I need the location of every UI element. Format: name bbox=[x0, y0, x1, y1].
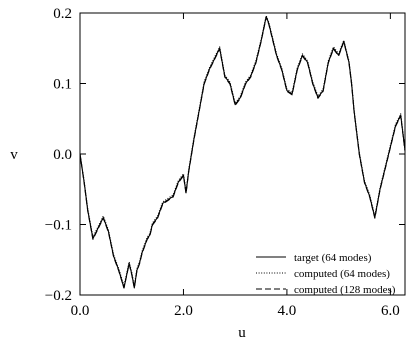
legend-label: computed (64 modes) bbox=[294, 268, 390, 280]
y-tick-label: 0.0 bbox=[53, 147, 72, 163]
y-axis-title: v bbox=[10, 147, 18, 163]
x-tick-label: 2.0 bbox=[174, 303, 193, 319]
x-tick-label: 6.0 bbox=[381, 303, 400, 319]
legend-label: target (64 modes) bbox=[294, 252, 372, 264]
x-tick-label: 0.0 bbox=[71, 303, 90, 319]
series-line-2 bbox=[79, 15, 406, 287]
y-tick-label: −0.2 bbox=[45, 288, 72, 304]
axis-ticks bbox=[79, 12, 405, 296]
series-lines bbox=[79, 15, 406, 289]
y-tick-label: 0.1 bbox=[53, 77, 72, 93]
series-line-3 bbox=[79, 16, 406, 289]
series-line-1 bbox=[79, 15, 406, 289]
legend: target (64 modes) computed (64 modes) comp… bbox=[256, 252, 396, 296]
y-tick-label: 0.2 bbox=[53, 6, 72, 22]
x-tick-label: 4.0 bbox=[278, 303, 297, 319]
tick-labels: 0.0 2.0 4.0 6.0 −0.2 −0.1 0.0 0.1 0.2 bbox=[45, 6, 400, 319]
y-tick-label: −0.1 bbox=[45, 218, 72, 234]
x-axis-title: u bbox=[238, 325, 246, 341]
legend-label: computed (128 modes) bbox=[294, 284, 396, 296]
